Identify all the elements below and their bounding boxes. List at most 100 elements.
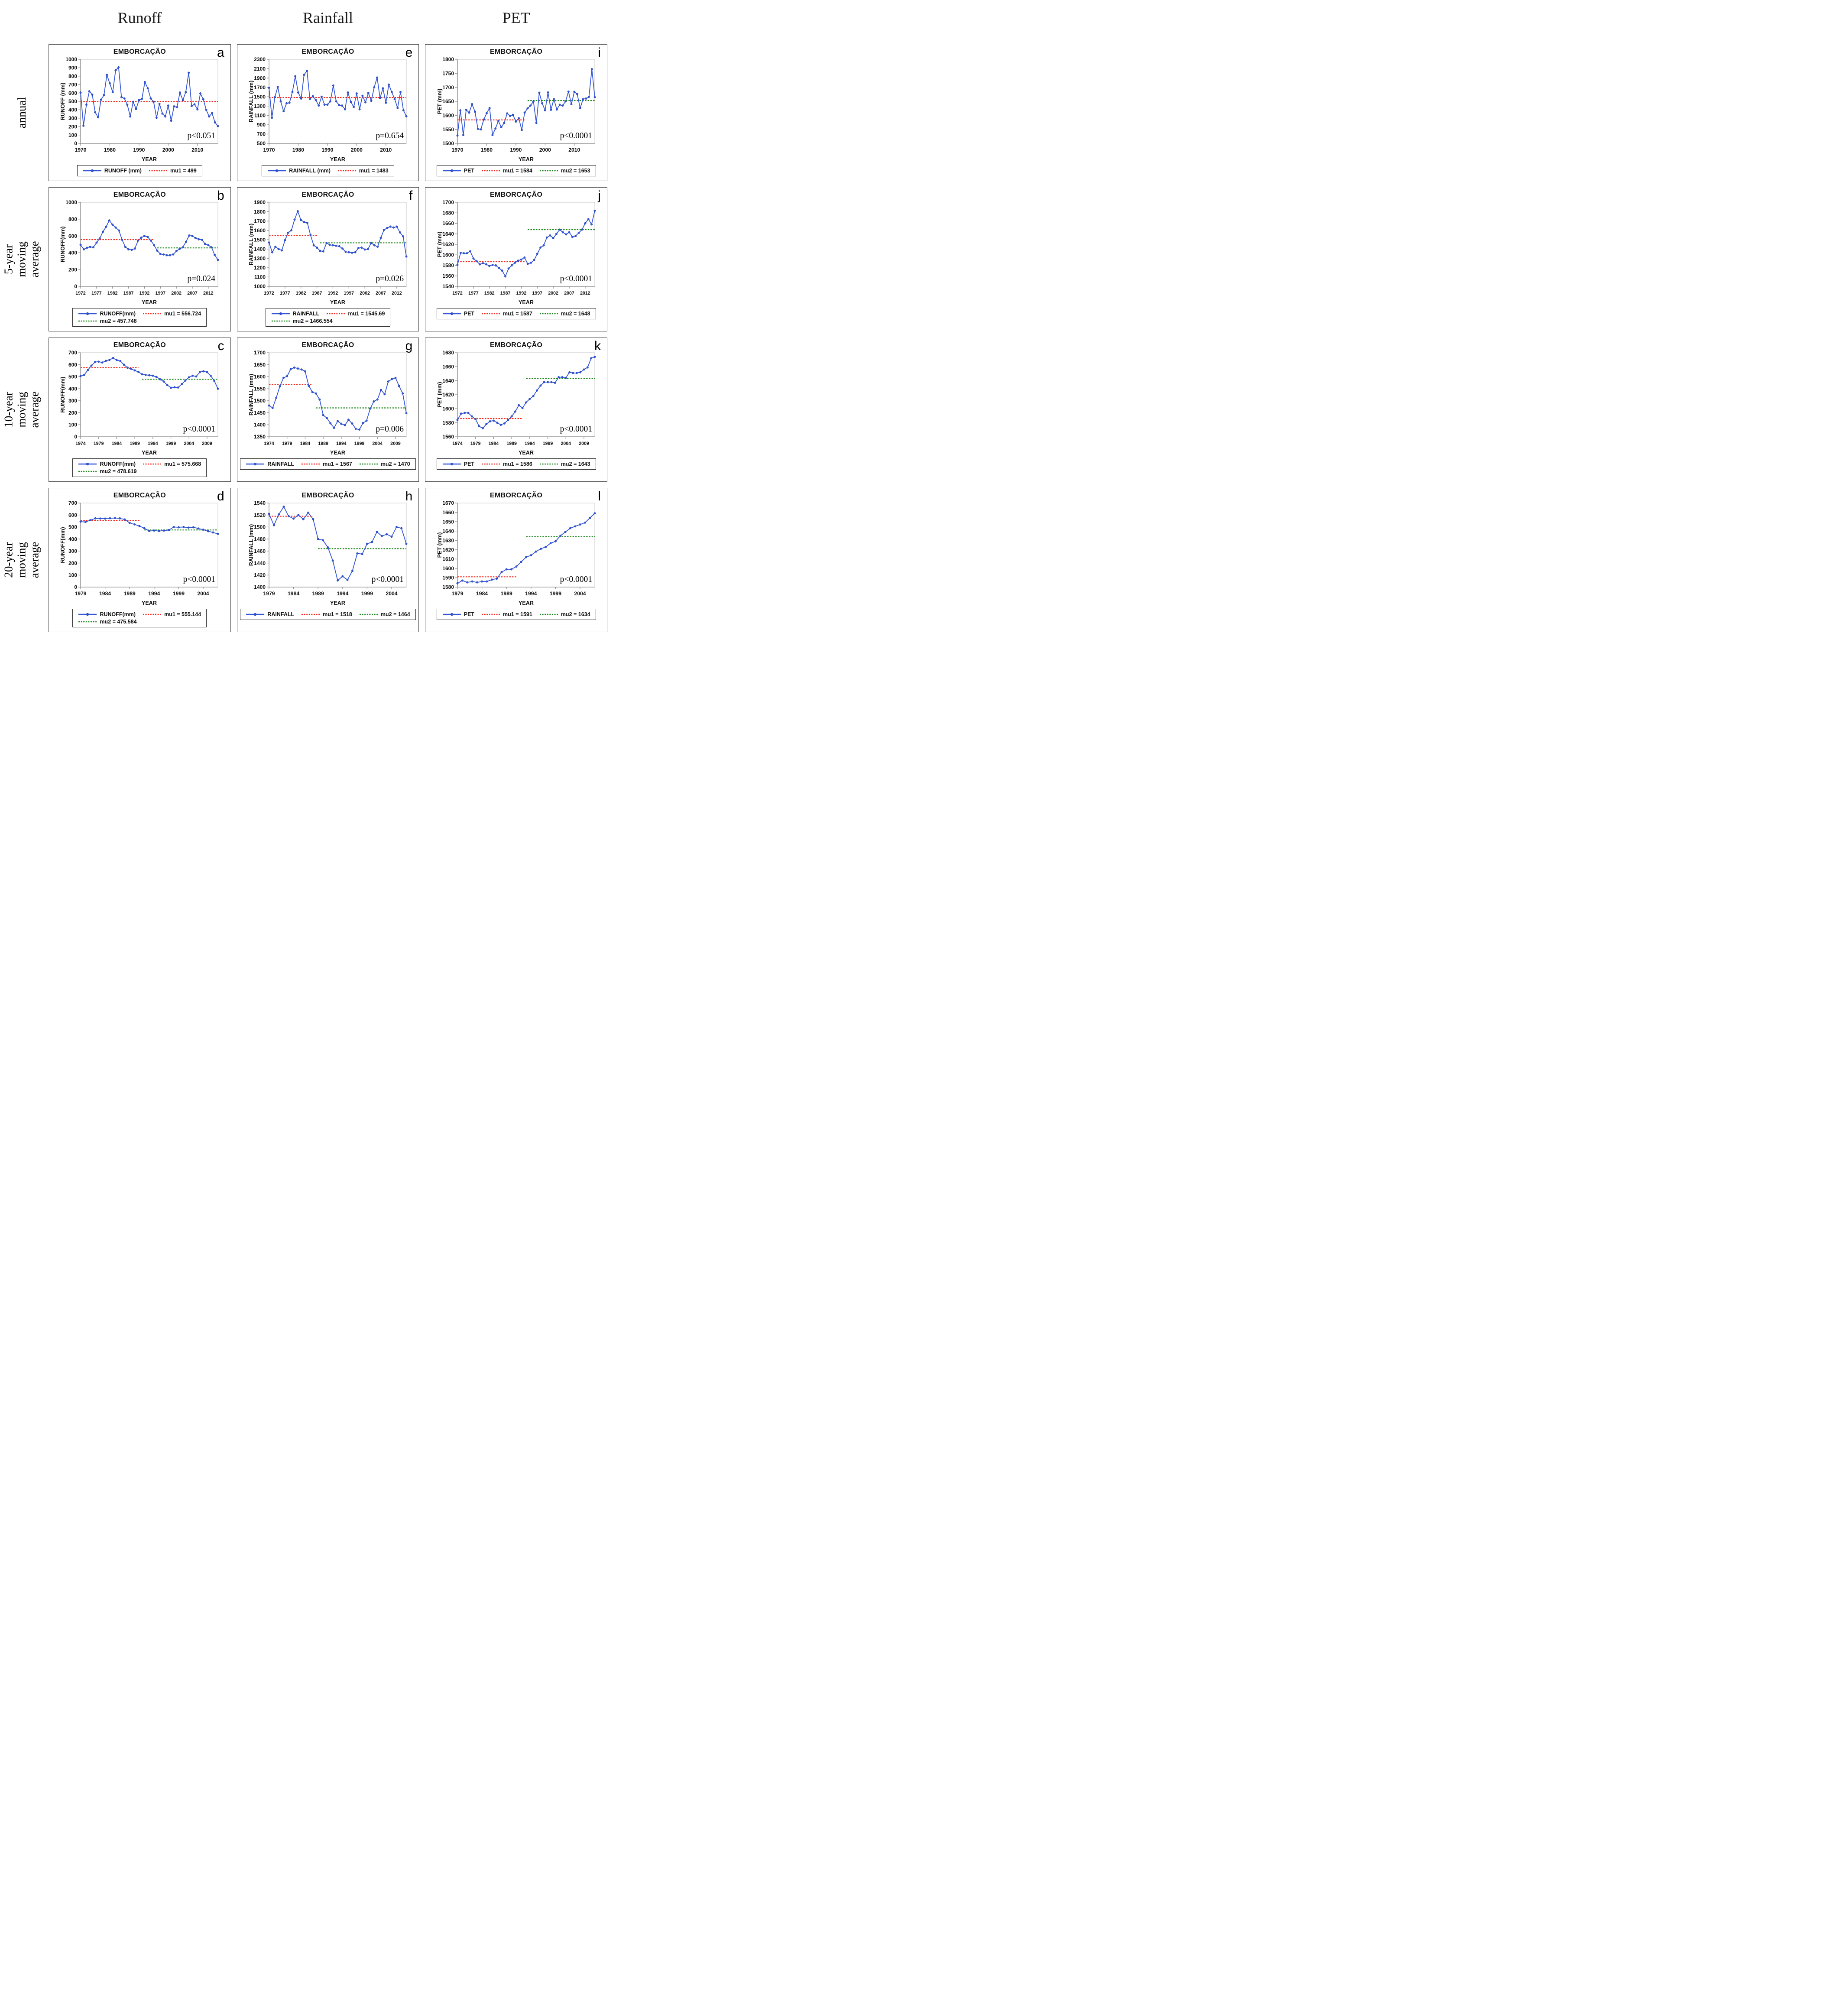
data-point-marker	[590, 223, 593, 226]
data-point-marker	[545, 545, 547, 548]
data-point-marker	[459, 251, 462, 254]
data-point-marker	[526, 107, 529, 110]
data-point-marker	[568, 371, 571, 373]
y-tick-label: 600	[68, 90, 77, 96]
legend-entry-label: RAINFALL	[267, 611, 295, 617]
legend-row: RUNOFF(mm) mu1 = 556.724	[78, 311, 201, 317]
data-point-marker	[268, 404, 270, 407]
x-tick-label: 1979	[470, 441, 481, 446]
data-point-marker	[124, 246, 126, 248]
x-tick-label: 2007	[188, 291, 198, 296]
data-point-marker	[347, 91, 349, 94]
x-tick-label: 1989	[312, 591, 324, 597]
data-point-marker	[485, 423, 487, 425]
y-axis-title: PET (mm)	[437, 532, 443, 558]
x-tick-label: 1984	[488, 441, 499, 446]
data-point-marker	[103, 94, 105, 96]
chart-panel-d: EMBORCAÇÃO d 0 100 200 300 400 500 600 700 1979 198…	[49, 488, 231, 632]
legend-entry-series: RAINFALL	[271, 311, 319, 317]
data-point-marker	[492, 419, 495, 422]
data-point-marker	[466, 581, 468, 584]
data-point-marker	[297, 514, 300, 516]
data-point-marker	[350, 101, 352, 103]
y-tick-label: 2100	[254, 66, 266, 72]
legend-box: RAINFALL mu1 = 1567 mu2 = 1470	[240, 458, 416, 470]
y-tick-label: 300	[68, 398, 77, 404]
x-tick-label: 2004	[198, 591, 209, 597]
legend-entry-label: mu1 = 1584	[503, 168, 532, 174]
y-tick-label: 1700	[254, 84, 266, 91]
x-tick-label: 1989	[506, 441, 517, 446]
y-tick-label: 1800	[442, 56, 454, 62]
data-point-marker	[217, 125, 219, 127]
data-point-marker	[87, 369, 89, 371]
data-point-marker	[535, 389, 538, 392]
y-tick-label: 300	[68, 548, 77, 554]
chart-panel-j: EMBORCAÇÃO j 1540 1560 1580 1600 1620 1640 1660 1…	[425, 187, 607, 331]
data-point-marker	[143, 235, 146, 237]
legend-entry-label: mu1 = 1586	[503, 461, 532, 467]
data-point-marker	[109, 82, 111, 84]
x-tick-label: 1974	[264, 441, 274, 446]
data-point-marker	[318, 398, 321, 401]
chart-title: EMBORCAÇÃO	[302, 48, 354, 55]
data-point-marker	[497, 120, 499, 122]
data-point-marker	[496, 422, 498, 424]
data-point-marker	[344, 250, 347, 253]
data-point-marker	[529, 104, 532, 107]
data-point-marker	[173, 105, 175, 108]
data-point-marker	[101, 361, 104, 364]
data-point-marker	[539, 548, 542, 550]
y-tick-label: 1700	[254, 350, 266, 356]
x-axis-title: YEAR	[330, 156, 345, 162]
data-point-marker	[373, 400, 375, 403]
y-tick-label: 400	[68, 386, 77, 392]
data-point-marker	[137, 239, 139, 242]
data-point-marker	[507, 419, 509, 421]
data-point-marker	[573, 91, 575, 93]
data-point-marker	[558, 104, 561, 106]
legend-series-swatch	[442, 613, 461, 616]
data-point-marker	[211, 246, 213, 249]
data-point-marker	[362, 422, 364, 424]
data-point-marker	[338, 104, 340, 107]
legend-series-swatch	[271, 312, 290, 315]
data-point-marker	[123, 364, 125, 366]
legend-row: PET mu1 = 1586 mu2 = 1643	[442, 461, 590, 467]
data-point-marker	[486, 580, 488, 583]
data-point-marker	[557, 376, 560, 379]
legend-series-swatch	[268, 169, 286, 172]
y-tick-label: 900	[257, 122, 266, 128]
y-tick-label: 500	[68, 374, 77, 380]
legend-row: mu2 = 478.619	[78, 468, 201, 474]
data-point-marker	[126, 104, 129, 106]
data-point-marker	[191, 235, 194, 237]
p-value-label: p<0.0001	[183, 575, 215, 584]
legend-row: RAINFALL mu1 = 1518 mu2 = 1464	[246, 611, 410, 617]
x-tick-label: 1990	[133, 147, 145, 153]
data-point-marker	[386, 533, 388, 536]
data-point-marker	[188, 234, 191, 237]
data-point-marker	[525, 556, 527, 558]
data-point-marker	[213, 380, 216, 382]
data-point-marker	[547, 91, 549, 94]
legend-series-swatch	[246, 613, 265, 616]
data-point-marker	[278, 513, 280, 516]
data-point-marker	[126, 367, 129, 369]
data-point-marker	[526, 263, 529, 265]
data-point-marker	[340, 422, 343, 425]
data-point-marker	[204, 243, 207, 245]
chart-title: EMBORCAÇÃO	[302, 191, 354, 198]
data-point-marker	[188, 71, 190, 74]
data-point-marker	[294, 75, 297, 78]
data-point-marker	[201, 238, 203, 241]
data-point-marker	[79, 243, 82, 246]
data-point-marker	[494, 127, 496, 130]
y-tick-label: 1000	[254, 283, 266, 289]
data-point-marker	[129, 115, 132, 118]
data-point-marker	[306, 221, 308, 224]
y-axis-title: RAINFALL (mm)	[248, 374, 254, 416]
x-tick-label: 1990	[510, 147, 522, 153]
x-axis-title: YEAR	[519, 600, 534, 606]
data-point-marker	[346, 578, 349, 581]
